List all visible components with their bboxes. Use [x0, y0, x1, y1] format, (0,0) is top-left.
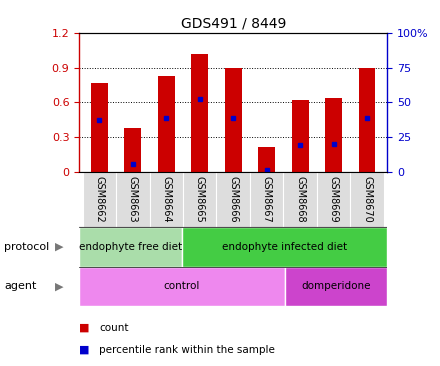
- Text: domperidone: domperidone: [301, 281, 370, 291]
- Bar: [83, 172, 116, 227]
- Title: GDS491 / 8449: GDS491 / 8449: [180, 16, 286, 30]
- Text: GSM8668: GSM8668: [295, 176, 305, 223]
- Bar: [285, 267, 387, 306]
- Text: GSM8670: GSM8670: [362, 176, 372, 223]
- Bar: [225, 68, 242, 172]
- Text: ▶: ▶: [55, 242, 64, 252]
- Bar: [116, 172, 150, 227]
- Bar: [79, 227, 182, 267]
- Text: GSM8667: GSM8667: [262, 176, 271, 223]
- Text: ▶: ▶: [55, 281, 64, 291]
- Bar: [258, 146, 275, 172]
- Text: percentile rank within the sample: percentile rank within the sample: [99, 344, 275, 355]
- Text: GSM8666: GSM8666: [228, 176, 238, 223]
- Bar: [250, 172, 283, 227]
- Bar: [359, 68, 375, 172]
- Bar: [182, 227, 387, 267]
- Bar: [216, 172, 250, 227]
- Text: count: count: [99, 322, 128, 333]
- Bar: [283, 172, 317, 227]
- Bar: [125, 128, 141, 172]
- Text: endophyte free diet: endophyte free diet: [79, 242, 182, 252]
- Text: ■: ■: [79, 322, 90, 333]
- Text: GSM8664: GSM8664: [161, 176, 171, 223]
- Bar: [158, 76, 175, 172]
- Text: GSM8665: GSM8665: [195, 176, 205, 223]
- Text: ■: ■: [79, 344, 90, 355]
- Text: endophyte infected diet: endophyte infected diet: [222, 242, 347, 252]
- Bar: [191, 54, 208, 172]
- Text: agent: agent: [4, 281, 37, 291]
- Text: GSM8669: GSM8669: [329, 176, 339, 223]
- Bar: [325, 98, 342, 172]
- Text: GSM8663: GSM8663: [128, 176, 138, 223]
- Bar: [350, 172, 384, 227]
- Text: control: control: [164, 281, 200, 291]
- Bar: [150, 172, 183, 227]
- Text: protocol: protocol: [4, 242, 50, 252]
- Bar: [183, 172, 216, 227]
- Bar: [79, 267, 285, 306]
- Bar: [91, 83, 108, 172]
- Text: GSM8662: GSM8662: [94, 176, 104, 223]
- Bar: [292, 100, 308, 172]
- Bar: [317, 172, 350, 227]
